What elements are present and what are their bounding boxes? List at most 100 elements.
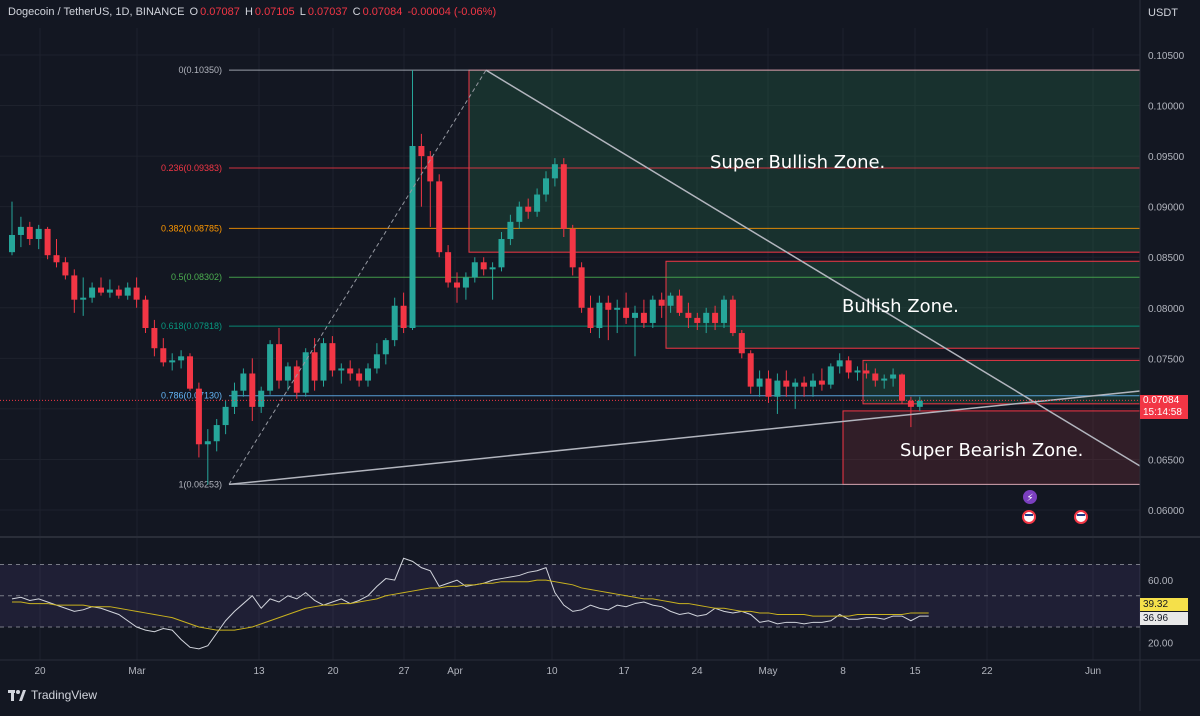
candle-body (818, 380, 825, 385)
lightning-icon (1023, 490, 1037, 504)
last-price-value: 0.07084 (1143, 395, 1180, 406)
symbol-title: Dogecoin / TetherUS, 1D, BINANCE (8, 6, 185, 18)
candle-body (632, 312, 638, 318)
candle-body (427, 156, 434, 182)
candle-body (649, 299, 656, 323)
y-tick-label: 0.10000 (1148, 102, 1185, 113)
fib-label: 0.236(0.09383) (161, 163, 222, 173)
y-tick-label: 0.06000 (1148, 506, 1185, 517)
candle-body (836, 360, 843, 367)
candle-body (356, 373, 363, 381)
candle-body (525, 206, 532, 212)
candle-body (694, 317, 701, 323)
x-tick-label: 17 (618, 666, 630, 677)
candle-body (783, 380, 790, 387)
x-tick-label: 20 (327, 666, 339, 677)
zone-box (842, 410, 1141, 485)
x-tick-label: Jun (1085, 666, 1101, 677)
y-tick-label: 0.08500 (1148, 253, 1185, 264)
lightning-glyph: ⚡ (1026, 493, 1033, 504)
close-label: C (352, 6, 361, 18)
y-tick-label: 0.08000 (1148, 304, 1185, 315)
candle-body (560, 164, 567, 229)
candle-body (338, 368, 345, 371)
candle-body (765, 378, 772, 397)
candle-body (854, 370, 861, 373)
candle-body (569, 228, 576, 268)
candle-body (721, 299, 727, 323)
candle-body (774, 380, 781, 397)
candle-body (213, 425, 220, 442)
candle-body (729, 299, 736, 334)
last-price-badge: 0.07084 15:14:58 (1140, 395, 1188, 419)
us-flag-stripe (1025, 514, 1033, 516)
candle-body (489, 267, 496, 270)
candle-body (587, 307, 594, 328)
x-tick-label: Mar (128, 666, 146, 677)
candle-body (329, 343, 336, 371)
candle-body (17, 226, 24, 235)
tradingview-icon (8, 689, 26, 701)
zone-box (665, 260, 1141, 349)
candle-body (44, 228, 51, 256)
y-tick-label: 0.07500 (1148, 354, 1185, 365)
change-value: -0.00004 (-0.06%) (407, 6, 497, 18)
candle-body (311, 352, 318, 381)
candle-body (881, 378, 888, 381)
candle-body (738, 333, 745, 354)
candle-body (151, 328, 158, 349)
candle-body (640, 312, 647, 323)
candle-body (872, 373, 879, 381)
rsi-value-badge: 36.96 (1140, 612, 1188, 625)
candle-body (543, 178, 549, 195)
candle-body (169, 360, 176, 363)
candle-body (436, 181, 443, 253)
candle-body (35, 228, 42, 240)
zone-label: Super Bullish Zone. (710, 152, 885, 173)
rsi-value: 36.96 (1143, 613, 1169, 624)
candle-body (187, 356, 193, 389)
candle-body (284, 366, 291, 381)
candle-body (605, 302, 612, 310)
us-flag-inner (1024, 512, 1034, 522)
candle-body (80, 297, 87, 300)
high-value: 0.07105 (254, 6, 295, 18)
currency-label: USDT (1148, 7, 1178, 19)
countdown-value: 15:14:58 (1143, 407, 1182, 418)
candle-body (53, 255, 60, 263)
descending-trendline (485, 69, 1141, 467)
rsi-line (11, 557, 929, 650)
x-tick-label: 15 (909, 666, 921, 677)
candle-body (400, 305, 407, 328)
low-value: 0.07037 (307, 6, 348, 18)
tradingview-logo[interactable]: TradingView (8, 688, 97, 702)
candle-body (507, 221, 514, 240)
x-tick-label: 10 (546, 666, 558, 677)
candle-body (258, 390, 265, 407)
candle-body (382, 340, 389, 355)
candle-body (142, 299, 149, 328)
candle-body (480, 262, 487, 270)
us-flag-stripe (1077, 514, 1085, 516)
candle-body (240, 373, 247, 391)
fib-label: 0.618(0.07818) (161, 321, 222, 331)
candle-body (845, 360, 852, 373)
candle-body (498, 239, 505, 268)
x-tick-label: 24 (691, 666, 703, 677)
candle-body (267, 344, 274, 391)
candle-body (89, 287, 96, 298)
candle-body (98, 287, 104, 293)
fib-label: 1(0.06253) (178, 479, 222, 489)
candle-body (534, 194, 541, 212)
y-tick-label: 0.09500 (1148, 152, 1185, 163)
candle-body (827, 366, 834, 385)
candle-body (365, 368, 371, 381)
x-tick-label: 22 (981, 666, 993, 677)
tradingview-text: TradingView (31, 688, 98, 702)
candle-body (551, 164, 558, 179)
candle-body (899, 374, 905, 401)
chart-header: Dogecoin / TetherUS, 1D, BINANCE O 0.0708… (8, 6, 498, 18)
candle-body (658, 299, 665, 306)
open-label: O (189, 6, 199, 18)
